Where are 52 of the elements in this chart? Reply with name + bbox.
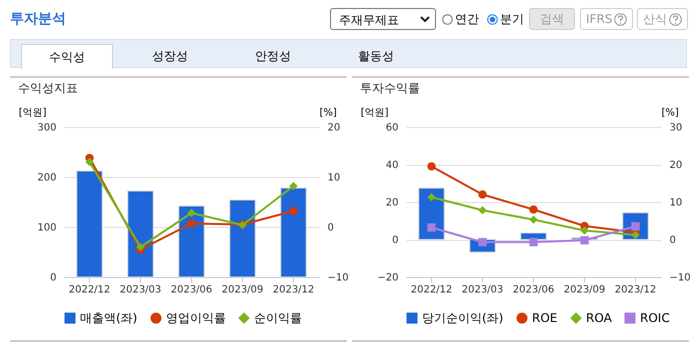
text: 연간 — [454, 11, 479, 28]
legend-label: 당기순이익(좌) — [422, 311, 504, 326]
y-axis-title: [억원] — [360, 108, 389, 118]
text: 성장성 — [151, 48, 189, 65]
legend-label: ROIC — [640, 311, 670, 326]
y2-axis-title: [%] — [662, 108, 679, 118]
text: 주재무제표 — [330, 8, 436, 30]
text: IFRS — [580, 8, 634, 30]
y-tick-label: 200 — [37, 172, 56, 184]
y2-tick-label: 20 — [328, 122, 340, 134]
text: 검색 — [529, 8, 575, 30]
chart-title: 투자수익률 — [360, 81, 420, 95]
x-tick-label: 2023/03 — [120, 284, 162, 296]
y2-tick-label: 0 — [328, 222, 334, 234]
y2-tick-label: 30 — [670, 122, 682, 134]
y2-tick-label: 10 — [670, 198, 682, 208]
y-tick-label: 300 — [37, 122, 56, 134]
text: 수익성 — [21, 44, 113, 69]
y2-tick-label: 20 — [670, 160, 682, 171]
x-tick-label: 2023/06 — [170, 284, 212, 296]
y-tick-label: 40 — [386, 160, 398, 171]
x-tick-label: 2023/09 — [222, 284, 264, 296]
text: 활동성 — [357, 48, 395, 65]
legend-label: ROE — [532, 311, 558, 326]
legend-label: ROA — [586, 311, 613, 326]
text: 분기 — [499, 11, 524, 28]
legend-label: 매출액(좌) — [80, 311, 138, 326]
y2-tick-label: 10 — [328, 172, 340, 184]
y2-tick-label: −10 — [328, 272, 349, 284]
x-tick-label: 2023/06 — [512, 284, 554, 296]
x-tick-label: 2023/03 — [462, 284, 504, 296]
y-tick-label: −20 — [377, 272, 398, 284]
y-tick-label: 0 — [50, 272, 56, 284]
y-axis-title: [억원] — [18, 108, 47, 118]
chart-title: 수익성지표 — [18, 81, 78, 95]
text: 안정성 — [254, 48, 292, 65]
y-tick-label: 20 — [386, 198, 398, 208]
x-tick-label: 2023/09 — [564, 284, 606, 296]
y-tick-label: 100 — [37, 222, 56, 234]
y2-tick-label: 0 — [670, 235, 676, 246]
y2-tick-label: −10 — [670, 272, 691, 284]
legend-label: 순이익률 — [254, 311, 302, 326]
text: 투자분석 — [10, 10, 66, 28]
text: 산식 — [637, 8, 688, 30]
y-tick-label: 0 — [392, 235, 398, 246]
y-tick-label: 60 — [386, 122, 398, 134]
y2-axis-title: [%] — [320, 108, 337, 118]
x-tick-label: 2022/12 — [68, 284, 110, 296]
x-tick-label: 2023/12 — [272, 284, 314, 296]
x-tick-label: 2023/12 — [614, 284, 656, 296]
legend-label: 영업이익률 — [166, 311, 226, 326]
x-tick-label: 2022/12 — [410, 284, 452, 296]
